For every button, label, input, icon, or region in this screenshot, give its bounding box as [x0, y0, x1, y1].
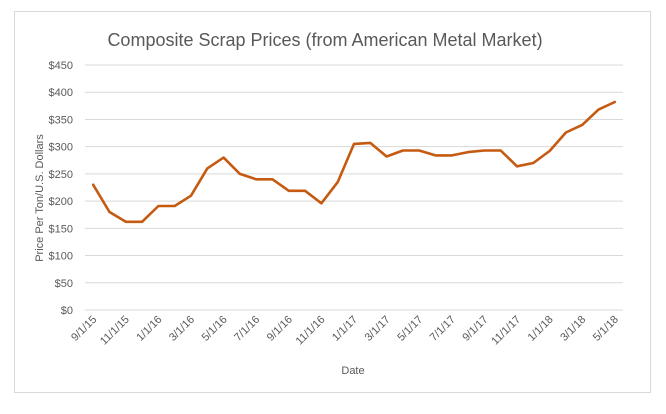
chart-title: Composite Scrap Prices (from American Me… — [107, 30, 542, 50]
x-axis-title: Date — [341, 365, 364, 377]
x-tick-label: 11/1/16 — [294, 314, 328, 348]
x-tick-label: 11/1/15 — [98, 314, 132, 348]
y-tick-label: $50 — [55, 278, 73, 290]
y-tick-label: $0 — [61, 305, 73, 317]
y-tick-label: $100 — [49, 251, 73, 263]
x-tick-label: 9/1/16 — [265, 314, 295, 344]
series-line — [91, 100, 617, 224]
x-tick-label: 5/1/18 — [591, 314, 621, 344]
x-tick-label: 11/1/17 — [489, 314, 523, 348]
y-tick-label: $300 — [49, 142, 73, 154]
chart-frame: Composite Scrap Prices (from American Me… — [14, 11, 651, 393]
series-lines — [91, 100, 617, 224]
y-tick-label: $350 — [49, 114, 73, 126]
y-tick-label: $250 — [49, 169, 73, 181]
x-tick-label: 5/1/16 — [200, 314, 230, 344]
x-tick-label: 7/1/17 — [428, 314, 458, 344]
x-tick-label: 9/1/15 — [69, 314, 99, 344]
x-tick-label: 1/1/18 — [526, 314, 556, 344]
x-tick-label: 3/1/17 — [363, 314, 393, 344]
line-chart: Composite Scrap Prices (from American Me… — [34, 30, 623, 377]
x-tick-label: 5/1/17 — [395, 314, 425, 344]
y-tick-label: $400 — [49, 87, 73, 99]
y-tick-label: $150 — [49, 223, 73, 235]
x-tick-label: 7/1/16 — [232, 314, 262, 344]
x-tick-label: 1/1/16 — [134, 314, 164, 344]
y-tick-label: $450 — [49, 60, 73, 72]
x-tick-label: 9/1/17 — [460, 314, 490, 344]
x-tick-label: 3/1/16 — [167, 314, 197, 344]
y-axis-title: Price Per Ton/U.S. Dollars — [34, 134, 46, 262]
y-tick-label: $200 — [49, 196, 73, 208]
x-tick-label: 1/1/17 — [330, 314, 360, 344]
gridlines — [85, 64, 623, 311]
x-tick-label: 3/1/18 — [558, 314, 588, 344]
y-tick-labels: $0 $50 $100 $150 $200 $250 $300 $350 $400 $450 — [49, 60, 73, 317]
